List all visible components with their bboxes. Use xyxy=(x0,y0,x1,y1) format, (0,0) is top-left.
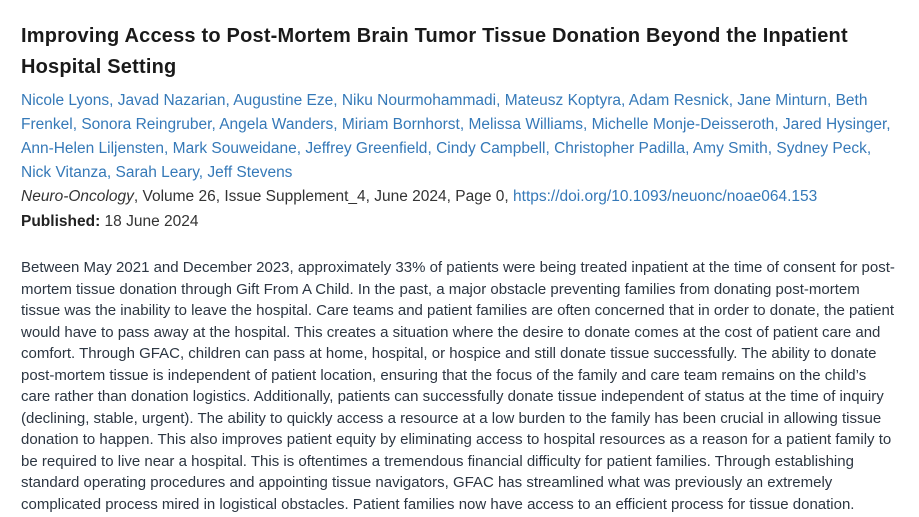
author-link[interactable]: Javad Nazarian xyxy=(117,92,226,109)
author-link[interactable]: Sonora Reingruber xyxy=(81,116,212,133)
author-link[interactable]: Jeff Stevens xyxy=(207,164,293,181)
published-date: 18 June 2024 xyxy=(104,213,199,230)
author-link[interactable]: Amy Smith xyxy=(692,140,768,157)
author-link[interactable]: Michelle Monje-Deisseroth xyxy=(591,116,775,133)
article-title: Improving Access to Post-Mortem Brain Tu… xyxy=(21,25,848,78)
author-link[interactable]: Augustine Eze xyxy=(233,92,334,109)
citation-details: , Volume 26, Issue Supplement_4, June 20… xyxy=(133,188,514,205)
author-link[interactable]: Cindy Campbell xyxy=(436,140,546,157)
published-label: Published: xyxy=(21,213,101,230)
citation-line: Neuro-Oncology, Volume 26, Issue Supplem… xyxy=(21,186,898,208)
author-list: Nicole Lyons, Javad Nazarian, Augustine … xyxy=(21,92,891,181)
author-link[interactable]: Sydney Peck xyxy=(776,140,867,157)
author-link[interactable]: Adam Resnick xyxy=(628,92,729,109)
author-link[interactable]: Jeffrey Greenfield xyxy=(305,140,428,157)
author-link[interactable]: Niku Nourmohammadi xyxy=(341,92,497,109)
author-link[interactable]: Christopher Padilla xyxy=(554,140,686,157)
published-line: Published: 18 June 2024 xyxy=(21,211,898,233)
author-link[interactable]: Nick Vitanza xyxy=(21,164,107,181)
author-link[interactable]: Miriam Bornhorst xyxy=(341,116,460,133)
author-link[interactable]: Melissa Williams xyxy=(468,116,584,133)
journal-name: Neuro-Oncology xyxy=(21,188,134,205)
author-link[interactable]: Jared Hysinger xyxy=(782,116,887,133)
author-link[interactable]: Mateusz Koptyra xyxy=(504,92,621,109)
author-link[interactable]: Sarah Leary xyxy=(115,164,199,181)
author-link[interactable]: Angela Wanders xyxy=(219,116,334,133)
abstract-text: Between May 2021 and December 2023, appr… xyxy=(21,259,895,513)
doi-link[interactable]: https://doi.org/10.1093/neuonc/noae064.1… xyxy=(513,188,818,205)
author-link[interactable]: Mark Souweidane xyxy=(172,140,297,157)
author-link[interactable]: Beth Frenkel xyxy=(21,92,868,133)
author-link[interactable]: Jane Minturn xyxy=(737,92,827,109)
author-link[interactable]: Nicole Lyons xyxy=(21,92,110,109)
author-link[interactable]: Ann-Helen Liljensten xyxy=(21,140,165,157)
